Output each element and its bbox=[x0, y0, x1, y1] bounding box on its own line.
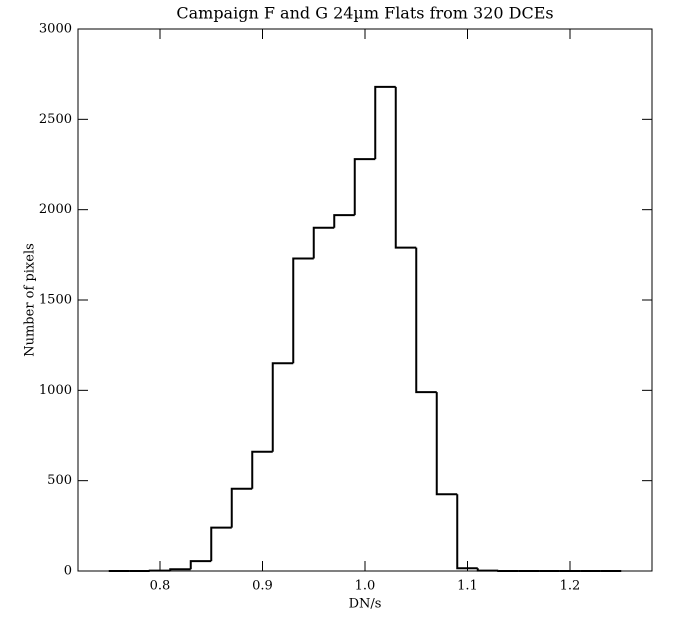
histogram-bar bbox=[353, 158, 376, 216]
y-tick-label: 500 bbox=[47, 473, 72, 488]
x-tick-label: 0.8 bbox=[150, 579, 171, 594]
histogram-bar bbox=[230, 487, 253, 528]
histogram-bar bbox=[374, 85, 396, 160]
x-tick-label: 1.0 bbox=[355, 579, 376, 594]
y-axis-label: Number of pixels bbox=[23, 243, 38, 357]
histogram-bar bbox=[456, 494, 478, 570]
histogram-bar bbox=[210, 526, 232, 562]
plot-frame bbox=[77, 28, 653, 572]
y-tick-label: 1000 bbox=[39, 383, 72, 398]
y-tick-label: 2000 bbox=[39, 202, 72, 217]
chart-title: Campaign F and G 24µm Flats from 320 DCE… bbox=[176, 4, 553, 23]
histogram-bar bbox=[415, 247, 437, 394]
histogram-bar bbox=[333, 214, 355, 228]
histogram-bar bbox=[435, 392, 458, 496]
y-tick-label: 3000 bbox=[39, 22, 72, 37]
y-tick-label: 2500 bbox=[39, 112, 72, 127]
histogram-bar bbox=[169, 568, 191, 571]
y-tick-label: 0 bbox=[64, 564, 72, 579]
histogram-bar bbox=[312, 226, 335, 259]
histogram-bar bbox=[292, 257, 314, 364]
x-axis-label: DN/s bbox=[349, 597, 382, 612]
histogram-bar bbox=[394, 86, 417, 249]
histogram-bar bbox=[251, 450, 273, 489]
x-tick-label: 1.1 bbox=[457, 579, 478, 594]
histogram-bar bbox=[476, 568, 499, 572]
x-tick-label: 1.2 bbox=[560, 579, 581, 594]
histogram-bar bbox=[189, 560, 212, 570]
histogram-bar bbox=[271, 362, 294, 452]
x-tick-label: 0.9 bbox=[252, 579, 273, 594]
y-tick-label: 1500 bbox=[39, 293, 72, 308]
